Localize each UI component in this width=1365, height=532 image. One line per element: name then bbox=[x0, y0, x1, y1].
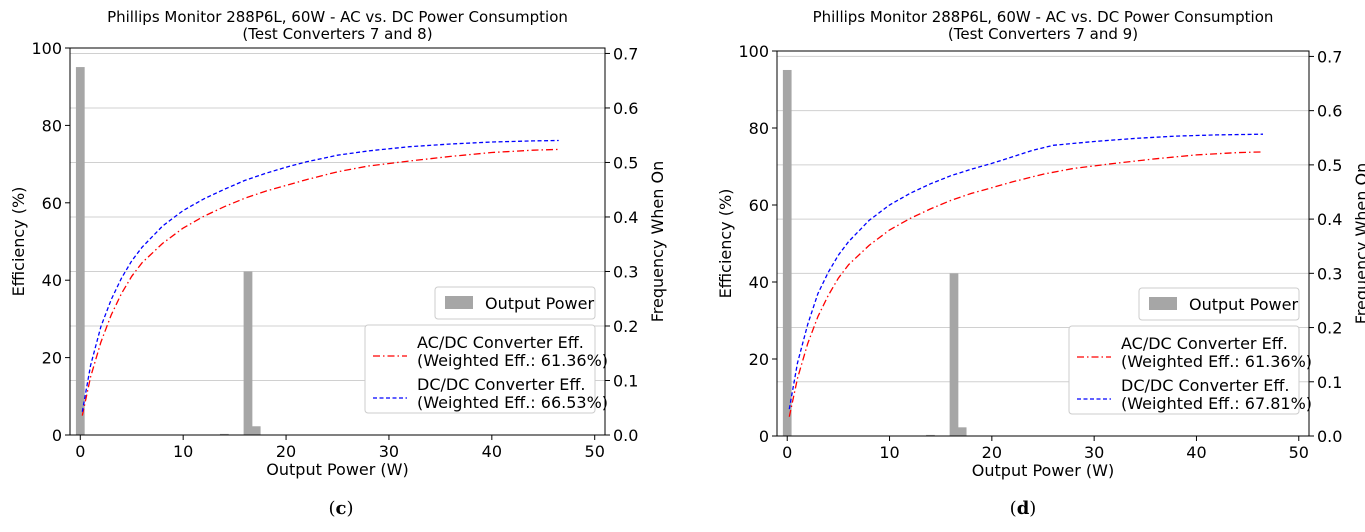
y2-tick-label: 0.4 bbox=[1317, 210, 1342, 229]
x-tick-label: 20 bbox=[276, 442, 296, 461]
output-power-legend bbox=[434, 286, 596, 320]
y2-tick-label: 0.5 bbox=[613, 153, 638, 172]
y-tick-label: 80 bbox=[42, 116, 62, 135]
legend-series-weighted-eff: (Weighted Eff.: 67.81%) bbox=[1121, 394, 1312, 413]
plot-frame bbox=[69, 47, 606, 436]
histogram-bar bbox=[949, 273, 959, 436]
histogram-bar bbox=[251, 426, 261, 435]
x-tick-label: 20 bbox=[982, 443, 1002, 462]
y2-tick-label: 0.0 bbox=[613, 426, 638, 445]
legend-series-label: DC/DC Converter Eff. bbox=[1121, 376, 1289, 395]
legend-series-weighted-eff: (Weighted Eff.: 61.36%) bbox=[417, 351, 608, 370]
y-tick-label: 40 bbox=[42, 271, 62, 290]
y2-tick-label: 0.6 bbox=[613, 99, 638, 118]
x-tick-label: 40 bbox=[1186, 443, 1206, 462]
x-tick-label: 0 bbox=[782, 443, 792, 462]
y-tick-label: 0 bbox=[52, 426, 62, 445]
y2-axis-label: Frequency When On bbox=[1352, 163, 1365, 325]
histogram-bar bbox=[243, 271, 253, 435]
output-power-legend-label: Output Power bbox=[485, 294, 594, 313]
legend-series-label: AC/DC Converter Eff. bbox=[1121, 334, 1288, 353]
x-tick-label: 50 bbox=[585, 442, 605, 461]
y2-tick-label: 0.0 bbox=[1317, 427, 1342, 446]
y2-tick-label: 0.1 bbox=[1317, 373, 1342, 392]
legend-series-weighted-eff: (Weighted Eff.: 66.53%) bbox=[417, 393, 608, 412]
legend-series-weighted-eff: (Weighted Eff.: 61.36%) bbox=[1121, 352, 1312, 371]
chart-subtitle: (Test Converters 7 and 8) bbox=[242, 25, 432, 43]
output-power-legend-swatch bbox=[1149, 297, 1177, 310]
y2-tick-label: 0.2 bbox=[1317, 319, 1342, 338]
x-axis-label: Output Power (W) bbox=[972, 461, 1114, 480]
chart-d-svg: 0 10 20 30 40 50 0 20 40 60 80 100 0.0 0.1 0.2 0.3 0.4 0.… bbox=[716, 8, 1365, 480]
ac-dc-efficiency-line bbox=[788, 151, 1264, 417]
x-tick-label: 0 bbox=[75, 442, 85, 461]
x-axis-label: Output Power (W) bbox=[266, 460, 408, 479]
y-tick-label: 80 bbox=[749, 119, 769, 138]
y2-tick-label: 0.3 bbox=[1317, 264, 1342, 283]
y-tick-label: 20 bbox=[42, 349, 62, 368]
output-power-legend-swatch bbox=[445, 296, 473, 309]
caption-c: (c) bbox=[328, 498, 354, 519]
caption-d: (d) bbox=[1009, 498, 1037, 519]
y-axis-label: Efficiency (%) bbox=[716, 189, 735, 299]
histogram-bar bbox=[219, 433, 229, 435]
y-tick-label: 100 bbox=[31, 39, 62, 58]
efficiency-legend bbox=[1068, 325, 1300, 415]
y-tick-label: 20 bbox=[749, 350, 769, 369]
histogram-bar bbox=[782, 69, 792, 436]
efficiency-legend bbox=[364, 324, 596, 414]
x-tick-label: 30 bbox=[1084, 443, 1104, 462]
dc-dc-efficiency-line bbox=[81, 139, 559, 412]
y2-tick-label: 0.1 bbox=[613, 371, 638, 390]
y2-tick-label: 0.6 bbox=[1317, 102, 1342, 121]
dc-dc-efficiency-line bbox=[788, 133, 1264, 410]
chart-title: Phillips Monitor 288P6L, 60W - AC vs. DC… bbox=[813, 8, 1274, 26]
y-tick-label: 0 bbox=[759, 427, 769, 446]
y2-tick-label: 0.7 bbox=[613, 44, 638, 63]
chart-panel-d: 0 10 20 30 40 50 0 20 40 60 80 100 0.0 0.1 0.2 0.3 0.4 0.… bbox=[683, 0, 1365, 532]
legend-series-label: DC/DC Converter Eff. bbox=[417, 375, 585, 394]
x-tick-label: 50 bbox=[1289, 443, 1309, 462]
histogram-bar bbox=[926, 434, 935, 436]
legend-series-label: AC/DC Converter Eff. bbox=[417, 333, 584, 352]
y2-tick-label: 0.5 bbox=[1317, 156, 1342, 175]
ac-dc-efficiency-line bbox=[81, 148, 559, 416]
y2-tick-label: 0.3 bbox=[613, 262, 638, 281]
chart-title: Phillips Monitor 288P6L, 60W - AC vs. DC… bbox=[107, 8, 568, 26]
chart-c-svg: 0 10 20 30 40 50 0 20 40 60 80 100 0.0 0.1 0.2 0.3 0.4 0.… bbox=[9, 8, 667, 479]
x-tick-label: 10 bbox=[879, 443, 899, 462]
output-power-legend bbox=[1138, 287, 1300, 321]
y-tick-label: 60 bbox=[42, 194, 62, 213]
y2-tick-label: 0.7 bbox=[1317, 47, 1342, 66]
chart-panel-c: 0 10 20 30 40 50 0 20 40 60 80 100 0.0 0.1 0.2 0.3 0.4 0.… bbox=[0, 0, 682, 532]
y-tick-label: 100 bbox=[738, 42, 769, 61]
histogram-bar bbox=[957, 427, 967, 436]
x-tick-label: 40 bbox=[482, 442, 502, 461]
y-tick-label: 40 bbox=[749, 273, 769, 292]
y-axis-label: Efficiency (%) bbox=[9, 187, 28, 297]
y-tick-label: 60 bbox=[749, 196, 769, 215]
chart-subtitle: (Test Converters 7 and 9) bbox=[948, 25, 1138, 43]
y2-axis-label: Frequency When On bbox=[648, 161, 667, 323]
x-tick-label: 30 bbox=[379, 442, 399, 461]
plot-frame bbox=[776, 50, 1310, 437]
histogram-bar bbox=[75, 67, 85, 436]
x-tick-label: 10 bbox=[173, 442, 193, 461]
y2-tick-label: 0.2 bbox=[613, 317, 638, 336]
y2-tick-label: 0.4 bbox=[613, 208, 638, 227]
output-power-legend-label: Output Power bbox=[1189, 295, 1298, 314]
